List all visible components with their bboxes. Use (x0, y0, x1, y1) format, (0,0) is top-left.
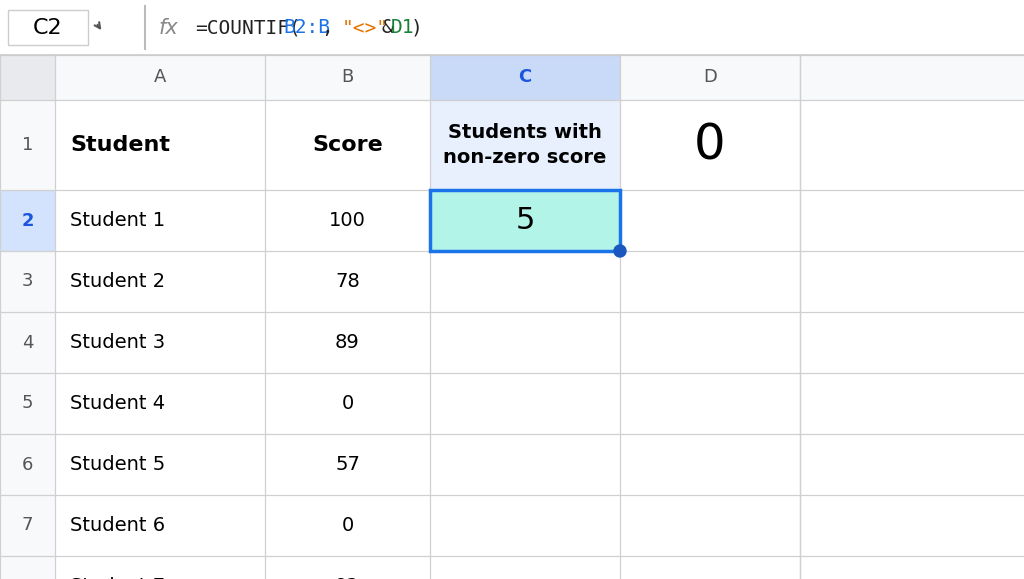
Text: B2:B: B2:B (284, 18, 330, 37)
Text: 1: 1 (22, 136, 33, 154)
Text: 0: 0 (341, 394, 353, 413)
Text: A: A (154, 68, 166, 86)
Bar (0, 251, 55, 312)
Text: 57: 57 (335, 455, 360, 474)
Text: =COUNTIF(: =COUNTIF( (195, 18, 301, 37)
Text: C: C (518, 68, 531, 86)
Bar (0, 190, 1024, 251)
Bar (0, 373, 55, 434)
Text: "<>": "<>" (342, 18, 389, 37)
Text: B: B (341, 68, 353, 86)
Text: Student 5: Student 5 (70, 455, 165, 474)
Text: Student 7: Student 7 (70, 577, 165, 579)
Text: Student 6: Student 6 (70, 516, 165, 535)
Bar (0, 312, 1024, 373)
Bar (430, 55, 620, 100)
Text: 7: 7 (22, 516, 33, 534)
Text: Student 3: Student 3 (70, 333, 165, 352)
Text: 100: 100 (329, 211, 366, 230)
Text: Student 2: Student 2 (70, 272, 165, 291)
Bar (0, 55, 1024, 100)
Text: Student 1: Student 1 (70, 211, 165, 230)
Bar (0, 495, 1024, 556)
Text: 0: 0 (694, 121, 726, 169)
Bar (430, 190, 620, 251)
Text: Student 4: Student 4 (70, 394, 165, 413)
Text: &: & (381, 18, 393, 37)
Bar (0, 556, 1024, 579)
Text: 8: 8 (22, 577, 33, 579)
Bar (0, 373, 1024, 434)
Bar (0, 434, 55, 495)
Text: ,: , (323, 18, 346, 37)
Text: Students with
non-zero score: Students with non-zero score (443, 123, 606, 167)
Bar (430, 190, 620, 251)
Bar (0, 190, 55, 251)
Circle shape (614, 245, 626, 257)
Bar (0, 0, 1024, 55)
Bar (430, 100, 620, 190)
Bar (0, 251, 1024, 312)
Text: 92: 92 (335, 577, 359, 579)
Text: 5: 5 (515, 206, 535, 235)
Text: 5: 5 (22, 394, 33, 412)
Bar (8, 10, 88, 45)
Text: 2: 2 (22, 211, 34, 229)
Bar (0, 55, 55, 100)
Bar (0, 312, 55, 373)
Text: 6: 6 (22, 456, 33, 474)
Text: Score: Score (312, 135, 383, 155)
Text: 4: 4 (22, 334, 33, 351)
Text: 89: 89 (335, 333, 359, 352)
Text: C2: C2 (33, 17, 62, 38)
Text: 0: 0 (341, 516, 353, 535)
Text: ): ) (411, 18, 422, 37)
Text: D1: D1 (391, 18, 415, 37)
Text: D: D (703, 68, 717, 86)
Text: 3: 3 (22, 273, 33, 291)
Text: Student: Student (70, 135, 170, 155)
Bar (0, 100, 1024, 190)
Bar (0, 556, 55, 579)
Text: 78: 78 (335, 272, 359, 291)
Bar (0, 100, 55, 190)
Bar (0, 434, 1024, 495)
Text: fx: fx (159, 17, 179, 38)
Bar (0, 495, 55, 556)
